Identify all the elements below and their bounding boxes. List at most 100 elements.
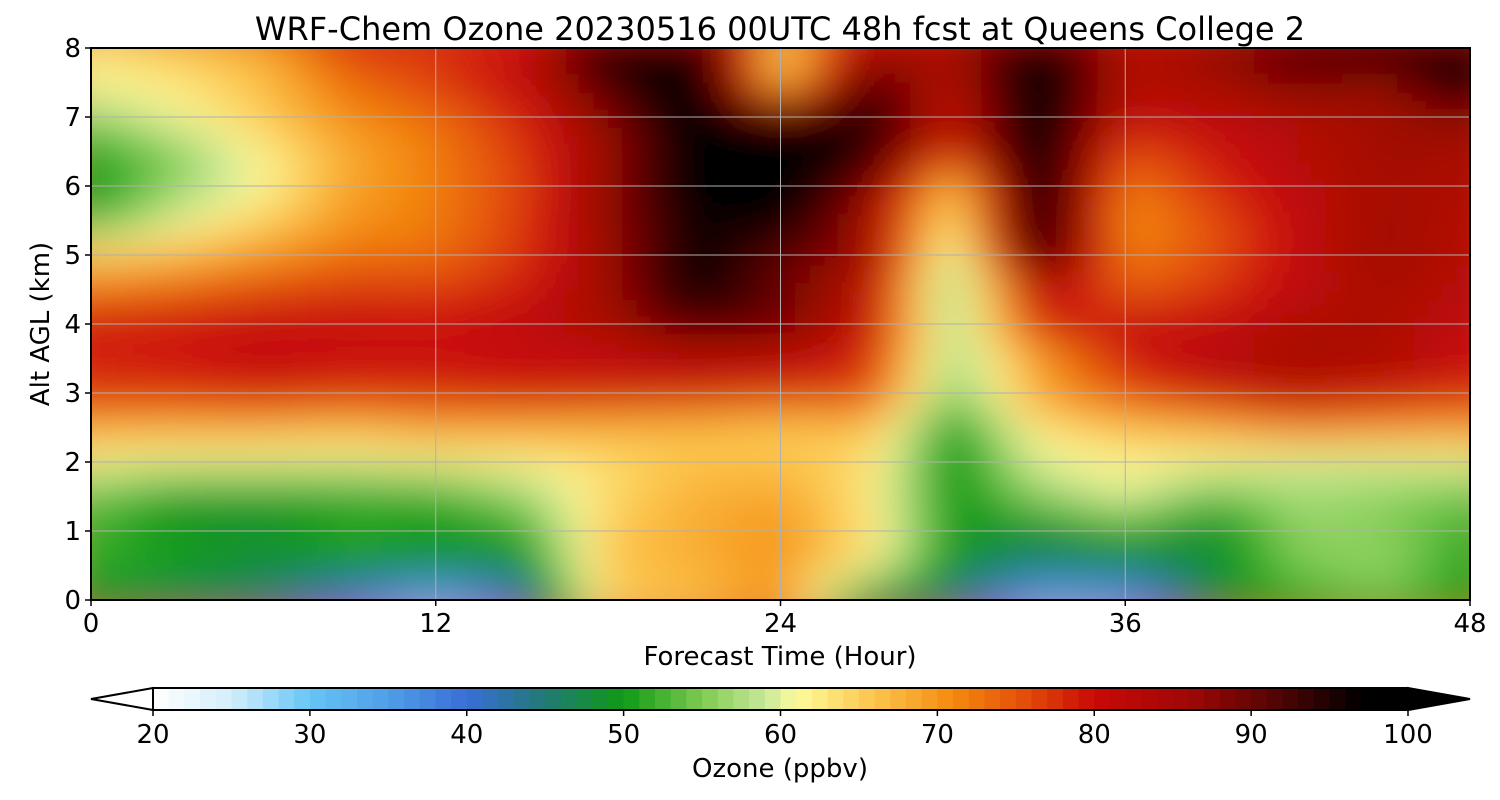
heatmap-cell xyxy=(1125,453,1141,463)
heatmap-cell xyxy=(622,384,638,394)
heatmap-cell xyxy=(335,565,351,575)
heatmap-cell xyxy=(780,487,796,498)
heatmap-cell xyxy=(938,591,954,600)
heatmap-cell xyxy=(1067,574,1083,584)
heatmap-cell xyxy=(234,194,250,204)
heatmap-cell xyxy=(134,255,150,265)
heatmap-cell xyxy=(1082,453,1098,463)
heatmap-cell xyxy=(651,263,667,273)
heatmap-cell xyxy=(636,220,652,230)
heatmap-cell xyxy=(191,410,207,420)
heatmap-cell xyxy=(809,349,825,360)
heatmap-cell xyxy=(766,237,782,247)
heatmap-cell xyxy=(866,358,882,368)
heatmap-cell xyxy=(521,531,537,541)
heatmap-cell xyxy=(1398,487,1414,498)
heatmap-cell xyxy=(637,609,652,618)
heatmap-cell xyxy=(1067,436,1083,446)
heatmap-cell xyxy=(1039,289,1055,299)
heatmap-cell xyxy=(1383,298,1399,308)
heatmap-cell xyxy=(177,263,193,273)
heatmap-cell xyxy=(464,332,480,342)
heatmap-cell xyxy=(1197,574,1213,584)
heatmap-cell xyxy=(895,306,911,316)
heatmap-cell xyxy=(737,367,753,377)
heatmap-cell xyxy=(1110,410,1126,420)
heatmap-cell xyxy=(881,453,897,463)
heatmap-cell xyxy=(1067,410,1083,420)
heatmap-cell xyxy=(119,522,135,532)
heatmap-cell xyxy=(205,263,221,273)
heatmap-cell xyxy=(708,220,724,230)
heatmap-cell xyxy=(809,522,825,532)
heatmap-cell xyxy=(1168,393,1184,403)
heatmap-cell xyxy=(881,418,897,429)
heatmap-cell xyxy=(1455,591,1470,600)
heatmap-cell xyxy=(1110,591,1126,600)
heatmap-cell xyxy=(263,375,279,385)
heatmap-cell xyxy=(579,444,595,454)
heatmap-cell xyxy=(1153,358,1169,368)
heatmap-cell xyxy=(694,548,710,558)
heatmap-cell xyxy=(1383,487,1399,498)
heatmap-cell xyxy=(536,556,552,567)
heatmap-cell xyxy=(191,315,207,325)
heatmap-cell xyxy=(909,548,925,558)
heatmap-cell xyxy=(421,186,437,196)
heatmap-cell xyxy=(837,220,853,230)
heatmap-cell xyxy=(1426,341,1442,351)
heatmap-cell xyxy=(995,349,1011,360)
heatmap-cell xyxy=(938,220,954,230)
heatmap-cell xyxy=(550,401,566,411)
heatmap-cell xyxy=(1182,522,1198,532)
heatmap-cell xyxy=(234,220,250,230)
heatmap-cell xyxy=(62,221,77,230)
heatmap-cell xyxy=(694,582,710,592)
heatmap-cell xyxy=(378,522,394,532)
heatmap-cell xyxy=(636,462,652,472)
heatmap-cell xyxy=(1211,453,1227,463)
heatmap-cell xyxy=(1340,332,1356,342)
heatmap-cell xyxy=(435,436,451,446)
heatmap-cell xyxy=(205,556,221,567)
heatmap-cell xyxy=(1340,375,1356,385)
heatmap-cell xyxy=(550,393,566,403)
heatmap-cell xyxy=(421,324,437,334)
heatmap-cell xyxy=(507,358,523,368)
heatmap-cell xyxy=(1082,496,1098,506)
heatmap-cell xyxy=(1153,513,1169,523)
heatmap-cell xyxy=(1297,358,1313,368)
heatmap-cell xyxy=(162,272,178,282)
heatmap-cell xyxy=(636,315,652,325)
heatmap-cell xyxy=(191,237,207,247)
heatmap-cell xyxy=(378,272,394,282)
heatmap-cell xyxy=(162,522,178,532)
heatmap-cell xyxy=(392,496,408,506)
heatmap-cell xyxy=(1096,487,1112,498)
heatmap-cell xyxy=(679,220,695,230)
heatmap-cell xyxy=(349,203,365,213)
heatmap-cell xyxy=(1053,522,1069,532)
heatmap-cell xyxy=(464,272,480,282)
heatmap-cell xyxy=(191,418,207,429)
heatmap-cell xyxy=(651,513,667,523)
heatmap-cell xyxy=(680,609,695,618)
heatmap-cell xyxy=(938,548,954,558)
heatmap-cell xyxy=(751,582,767,592)
heatmap-cell xyxy=(1340,487,1356,498)
heatmap-cell xyxy=(967,531,983,541)
heatmap-cell xyxy=(995,211,1011,222)
heatmap-cell xyxy=(349,367,365,377)
heatmap-cell xyxy=(407,194,422,204)
heatmap-cell xyxy=(192,609,207,618)
heatmap-cell xyxy=(1067,487,1083,498)
heatmap-cell xyxy=(608,582,624,592)
heatmap-cell xyxy=(1355,470,1371,480)
heatmap-cell xyxy=(679,255,695,265)
heatmap-cell xyxy=(320,444,336,454)
heatmap-cell xyxy=(536,496,552,506)
heatmap-cell xyxy=(249,470,264,480)
heatmap-cell xyxy=(1225,496,1241,506)
heatmap-cell xyxy=(952,220,968,230)
heatmap-cell xyxy=(91,496,106,506)
